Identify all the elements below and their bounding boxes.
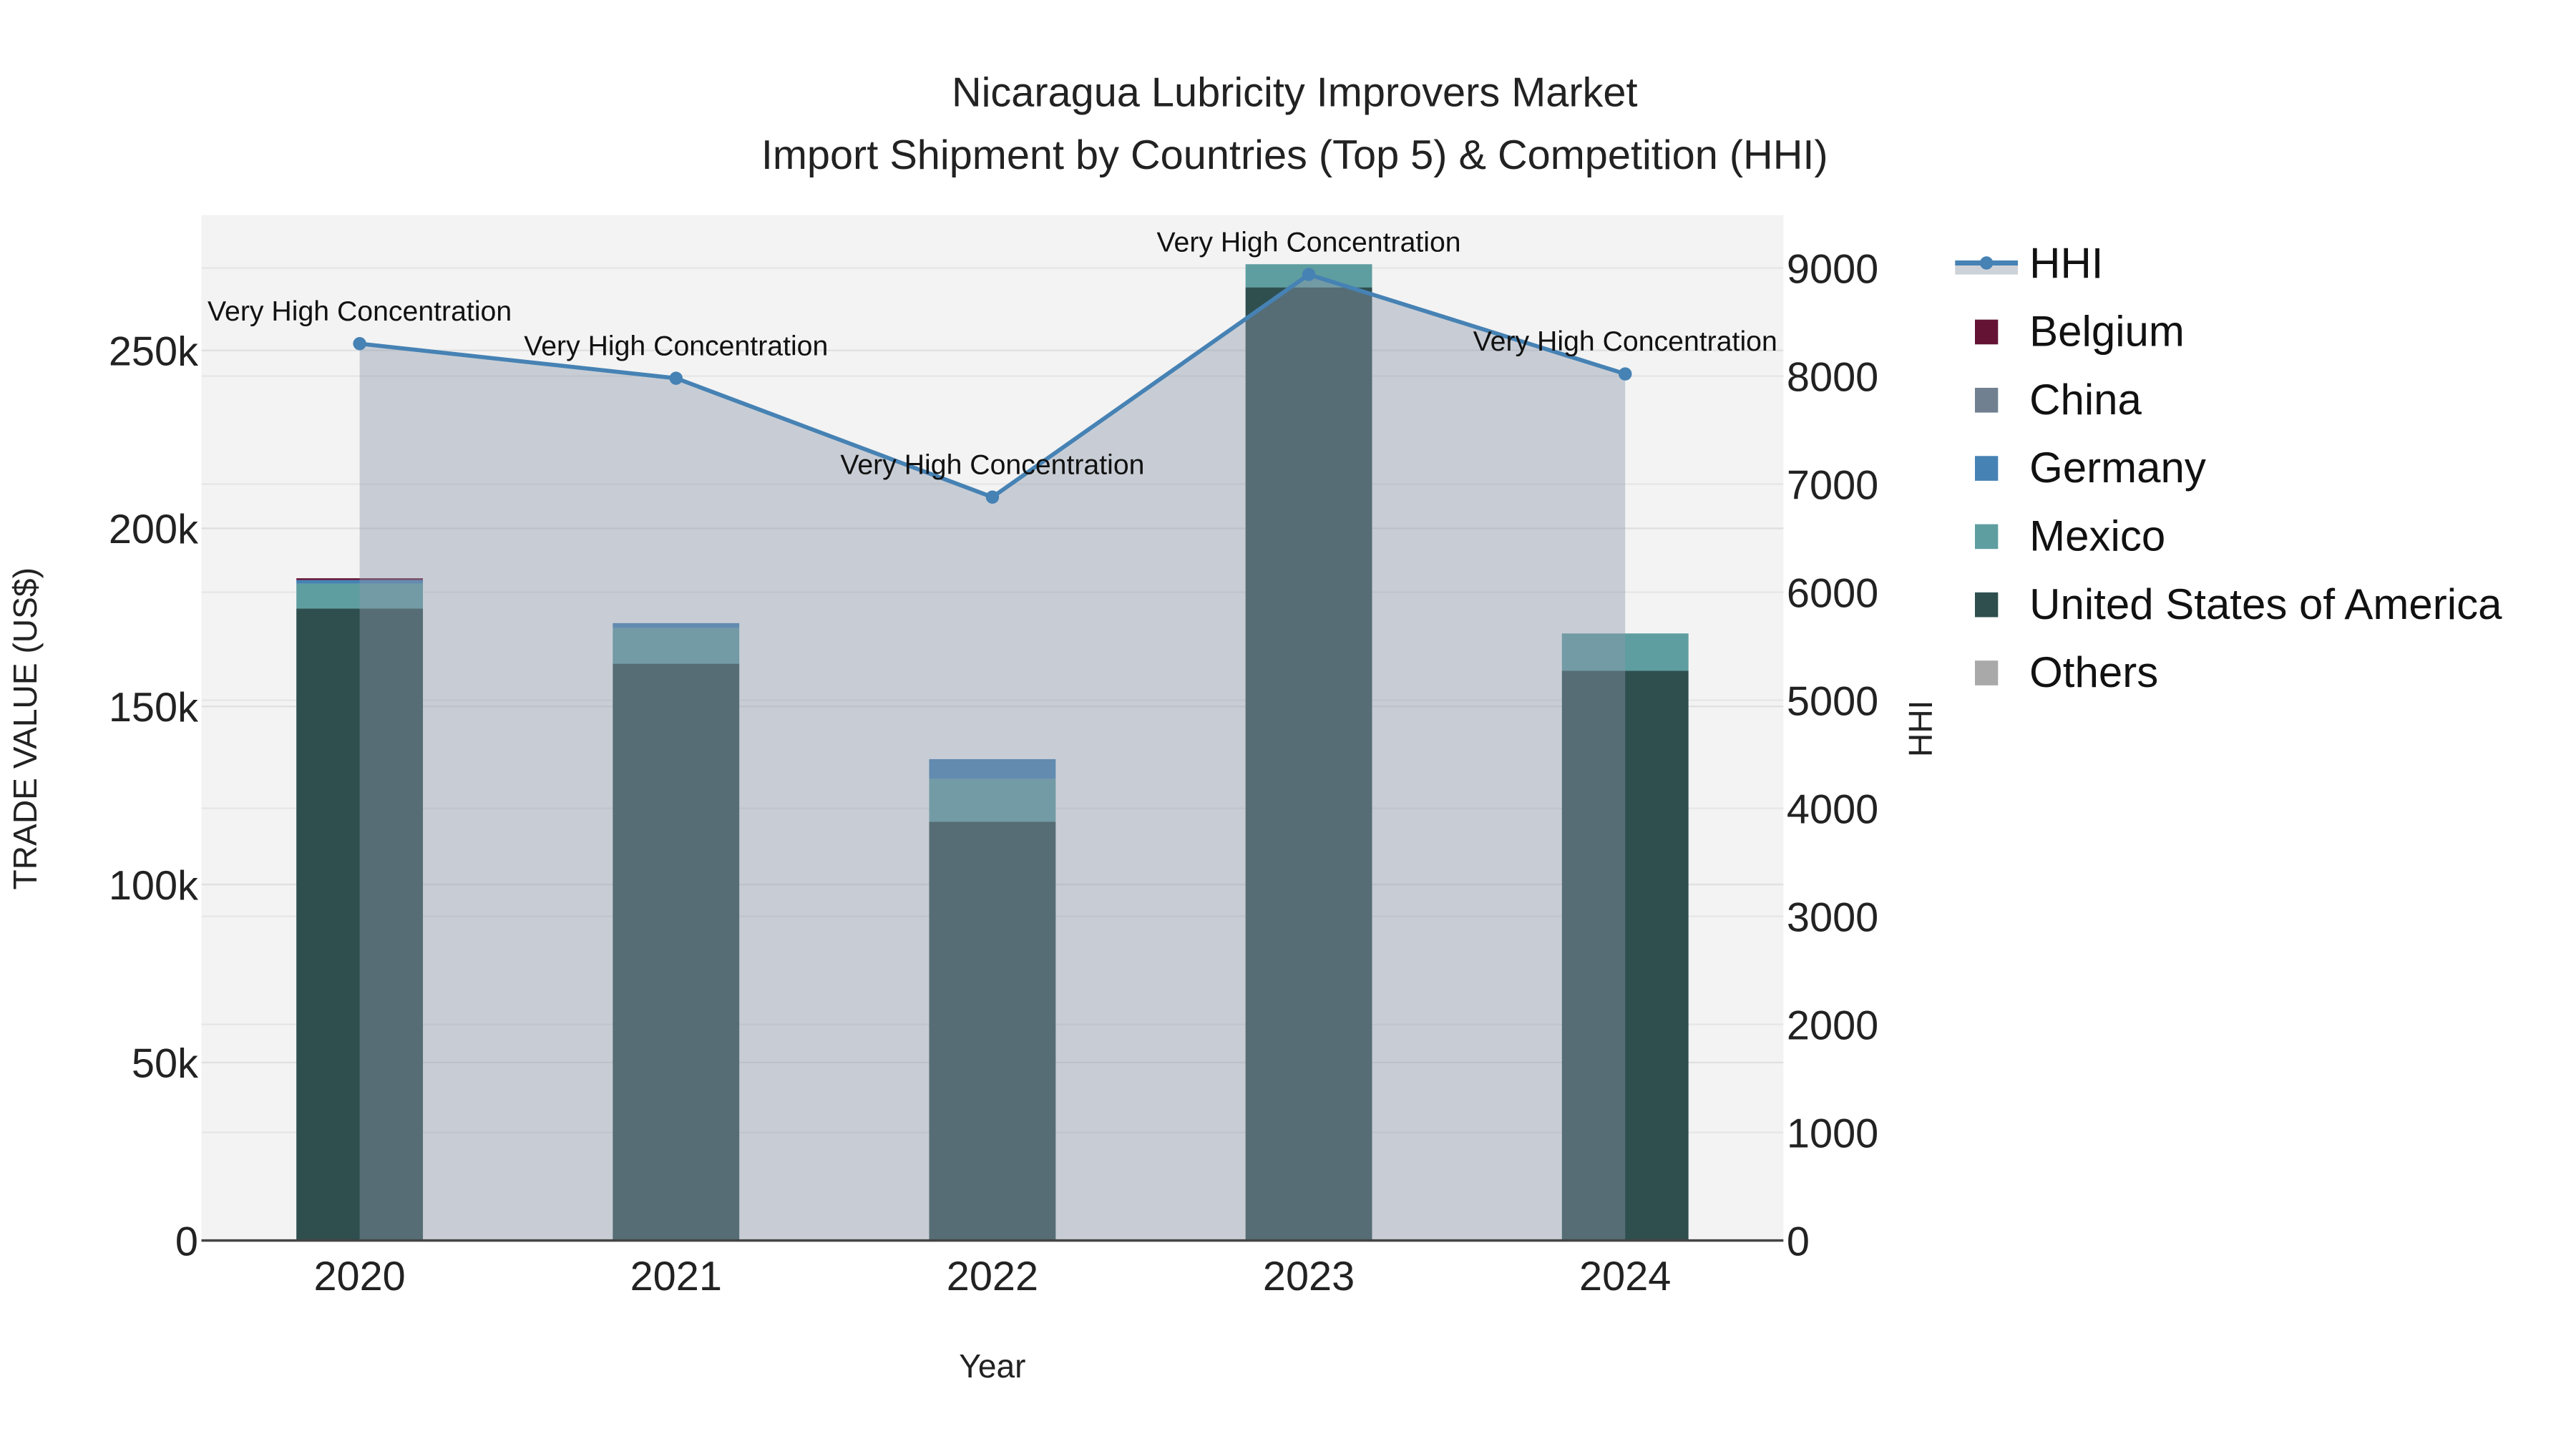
y2-tick-label: 7000 — [1787, 462, 1878, 508]
legend-hhi-marker — [1979, 256, 1994, 270]
bar-germany — [296, 580, 424, 584]
legend-label: HHI — [2029, 239, 2103, 287]
hhi-annotation: Very High Concentration — [208, 296, 512, 327]
hhi-point — [1302, 268, 1316, 281]
grid — [201, 267, 1784, 1133]
bar-mexico — [929, 779, 1056, 822]
legend-swatch-united-states-of-america — [1975, 592, 1999, 618]
hhi-point — [1619, 367, 1632, 381]
y2-tick-label: 2000 — [1787, 1002, 1878, 1048]
y2-tick-label: 6000 — [1787, 570, 1878, 616]
x-tick-label: 2021 — [630, 1254, 722, 1299]
y2-tick-label: 4000 — [1787, 786, 1878, 832]
legend-label: Belgium — [2029, 308, 2185, 356]
legend-swatch-germany — [1975, 456, 1999, 481]
legend-label: United States of America — [2029, 580, 2502, 628]
y-axis-title: TRADE VALUE (US$) — [6, 567, 44, 889]
x-tick-label: 2022 — [947, 1254, 1038, 1299]
hhi-point — [353, 337, 366, 351]
legend-swatch-others — [1975, 660, 1999, 686]
legend: HHI Belgium China Germany Mexico United State… — [1955, 239, 2502, 696]
y-tick-label: 200k — [109, 507, 198, 552]
legend-swatch-mexico — [1975, 524, 1999, 550]
x-tick-label: 2020 — [313, 1254, 405, 1299]
hhi-annotation: Very High Concentration — [840, 449, 1144, 480]
legend-label: Mexico — [2029, 512, 2165, 560]
bar-united-states-of-america — [1245, 287, 1372, 1241]
chart-title: Nicaragua Lubricity Improvers Market — [952, 69, 1638, 115]
y2-tick-label: 5000 — [1787, 678, 1878, 724]
x-axis-title: Year — [959, 1347, 1025, 1385]
y2-tick-label: 0 — [1787, 1219, 1810, 1264]
y-tick-label: 250k — [109, 328, 198, 374]
hhi-annotation: Very High Concentration — [1157, 226, 1461, 258]
bar-belgium — [296, 578, 424, 580]
x-tick-label: 2024 — [1579, 1254, 1671, 1299]
legend-swatch-china — [1975, 387, 1999, 413]
hhi-point — [985, 490, 1000, 504]
y2-tick-label: 1000 — [1787, 1111, 1878, 1156]
bar-germany — [929, 758, 1056, 779]
x-tick-label: 2023 — [1263, 1254, 1355, 1299]
bar-united-states-of-america — [613, 663, 740, 1241]
bar-germany — [613, 623, 740, 628]
bar-mexico — [1561, 633, 1689, 671]
bar-united-states-of-america — [1561, 670, 1689, 1241]
bars — [296, 264, 1689, 1241]
hhi-point — [669, 371, 683, 385]
legend-swatch-belgium — [1975, 319, 1999, 345]
y-tick-label: 100k — [109, 863, 198, 909]
hhi-series: Very High Concentration Very High Concent… — [208, 226, 1777, 1241]
legend-label: China — [2029, 376, 2142, 424]
bar-mexico — [613, 628, 740, 664]
y2-axis-title: HHI — [1902, 701, 1939, 757]
y-tick-label: 50k — [132, 1041, 198, 1087]
y2-tick-label: 3000 — [1787, 894, 1878, 940]
chart-subtitle: Import Shipment by Countries (Top 5) & C… — [761, 132, 1828, 178]
hhi-area — [359, 274, 1626, 1241]
bar-mexico — [296, 583, 424, 609]
legend-label: Others — [2029, 648, 2158, 696]
axis-ticks: 0 50k 100k 150k 200k 250k 0 1000 2000 3000 4000 500… — [109, 246, 1878, 1299]
hhi-annotation: Very High Concentration — [1473, 326, 1777, 357]
y-tick-label: 0 — [175, 1219, 198, 1264]
y2-tick-label: 9000 — [1787, 246, 1878, 292]
y-tick-label: 150k — [109, 685, 198, 731]
y2-tick-label: 8000 — [1787, 354, 1878, 400]
hhi-annotation: Very High Concentration — [524, 330, 828, 361]
bar-united-states-of-america — [296, 608, 424, 1241]
bar-united-states-of-america — [929, 821, 1056, 1241]
legend-label: Germany — [2029, 444, 2206, 492]
